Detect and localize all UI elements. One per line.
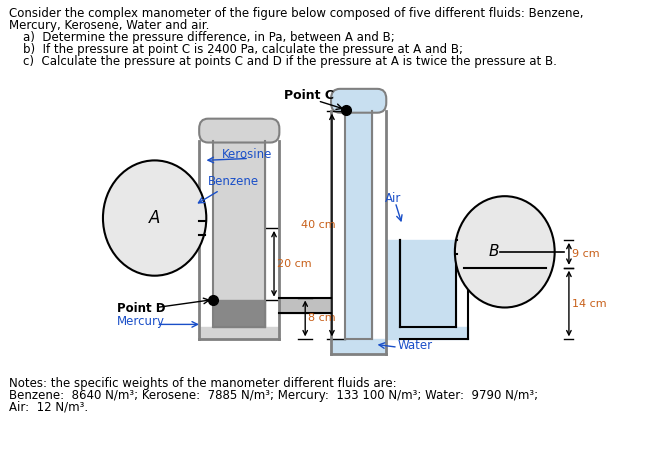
FancyBboxPatch shape bbox=[199, 119, 279, 143]
Text: Air:  12 N/m³.: Air: 12 N/m³. bbox=[9, 401, 88, 414]
Text: 8 cm: 8 cm bbox=[308, 313, 335, 323]
Text: Mercury, Kerosene, Water and air.: Mercury, Kerosene, Water and air. bbox=[9, 19, 209, 32]
Text: Point D: Point D bbox=[117, 302, 166, 314]
FancyBboxPatch shape bbox=[331, 89, 386, 113]
Text: B: B bbox=[489, 244, 500, 260]
Text: Consider the complex manometer of the figure below composed of five different fl: Consider the complex manometer of the fi… bbox=[9, 7, 583, 20]
Text: Water: Water bbox=[398, 339, 433, 352]
Text: Notes: the specific weights of the manometer different fluids are:: Notes: the specific weights of the manom… bbox=[9, 377, 396, 390]
Text: 14 cm: 14 cm bbox=[572, 299, 607, 308]
Text: Kerosine: Kerosine bbox=[222, 149, 273, 161]
Text: c)  Calculate the pressure at points C and D if the pressure at A is twice the p: c) Calculate the pressure at points C an… bbox=[23, 55, 556, 68]
Text: Benzene: Benzene bbox=[208, 175, 259, 188]
Text: Benzene:  8640 N/m³; Kerosene:  7885 N/m³; Mercury:  133 100 N/m³; Water:  9790 : Benzene: 8640 N/m³; Kerosene: 7885 N/m³;… bbox=[9, 389, 538, 402]
Text: 40 cm: 40 cm bbox=[301, 220, 335, 230]
Circle shape bbox=[103, 160, 207, 276]
Text: 20 cm: 20 cm bbox=[277, 259, 312, 269]
Text: A: A bbox=[149, 209, 160, 227]
Text: 9 cm: 9 cm bbox=[572, 249, 599, 259]
Text: a)  Determine the pressure difference, in Pa, between A and B;: a) Determine the pressure difference, in… bbox=[23, 31, 395, 44]
Text: Point C: Point C bbox=[284, 89, 334, 102]
Text: Air: Air bbox=[385, 192, 401, 205]
Circle shape bbox=[455, 196, 554, 308]
Text: Mercury: Mercury bbox=[117, 315, 165, 328]
Text: b)  If the pressure at point C is 2400 Pa, calculate the pressure at A and B;: b) If the pressure at point C is 2400 Pa… bbox=[23, 43, 463, 56]
